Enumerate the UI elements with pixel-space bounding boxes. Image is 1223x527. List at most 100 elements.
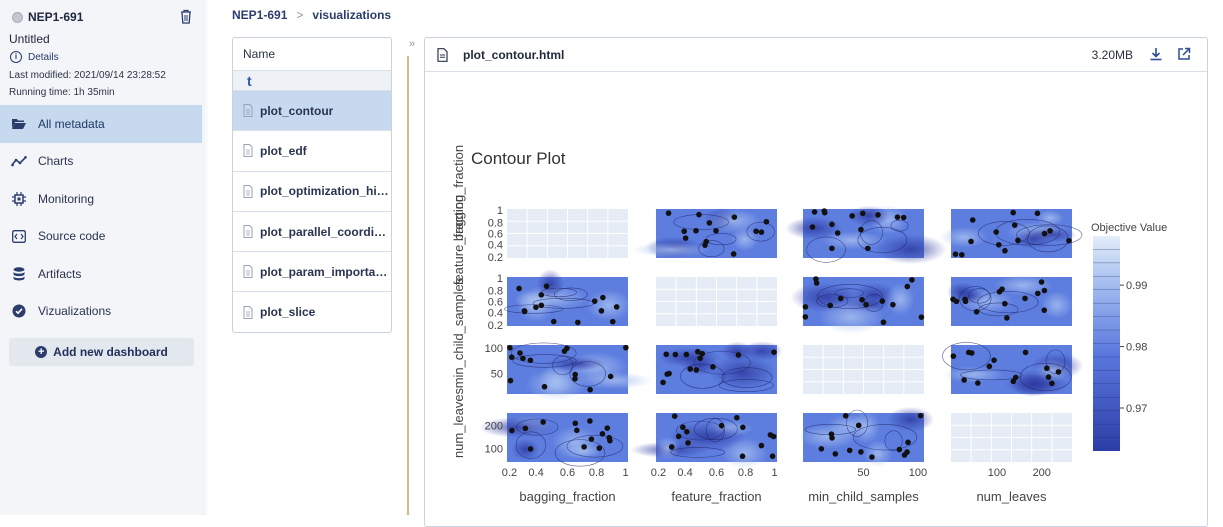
sample-point — [697, 355, 703, 362]
file-name: plot_slice — [260, 305, 316, 320]
sample-point — [832, 451, 839, 457]
contour-region — [863, 440, 893, 468]
sample-point — [995, 241, 1002, 248]
database-icon — [10, 266, 28, 282]
subplot-min_child_samples-vs-min_child_samples — [803, 345, 924, 394]
y-tick-label: 0.2 — [488, 252, 503, 264]
y-tick-label: 1 — [497, 205, 503, 217]
sample-point — [693, 367, 700, 373]
breadcrumb-run[interactable]: NEP1-691 — [232, 8, 288, 22]
file-size: 3.20MB — [1091, 48, 1133, 62]
sidebar-item-source-code[interactable]: Source code — [0, 218, 202, 256]
sample-point — [660, 379, 666, 386]
file-name: plot_parallel_coordinate — [260, 224, 391, 239]
y-axis-label: feature_fraction — [451, 195, 466, 285]
trash-icon[interactable] — [180, 9, 192, 24]
sample-point — [735, 352, 742, 358]
contour-line — [680, 363, 725, 389]
sidebar-item-monitoring[interactable]: Monitoring — [0, 180, 202, 218]
plus-icon: + — [35, 346, 48, 358]
download-icon[interactable] — [1149, 47, 1163, 61]
sample-point — [1041, 230, 1048, 237]
contour-plot[interactable]: Contour Plot10.80.60.40.210.80.60.40.210… — [425, 73, 1207, 513]
contour-line — [515, 431, 547, 459]
y-axis-label: num_leaves — [451, 387, 466, 458]
sample-point — [540, 419, 546, 425]
sidebar-divider — [202, 0, 208, 515]
file-list: Name t plot_contour plot_edf plot_optimi… — [232, 37, 392, 333]
file-item-plot-contour[interactable]: plot_contour — [233, 91, 391, 132]
contour-region — [1036, 209, 1064, 227]
contour-line — [977, 221, 1030, 246]
sample-point — [758, 229, 765, 235]
subplot-feature_fraction-vs-bagging_fraction — [504, 269, 632, 326]
subplot-bagging_fraction-vs-num_leaves — [939, 209, 1083, 258]
sample-point — [1022, 295, 1028, 302]
file-item-plot-slice[interactable]: plot_slice — [233, 292, 391, 332]
subplot-num_leaves-vs-min_child_samples — [797, 406, 935, 468]
sidebar-item-label: Artifacts — [38, 266, 82, 281]
add-dashboard-button[interactable]: + Add new dashboard — [9, 338, 194, 366]
y-tick-label: 50 — [491, 368, 503, 380]
sample-point — [821, 208, 828, 214]
contour-line — [857, 227, 908, 254]
collapse-panel-icon[interactable]: » — [409, 38, 416, 50]
contour-line — [516, 418, 559, 436]
file-name: plot_param_importances — [260, 264, 391, 279]
sample-point — [1066, 237, 1072, 244]
details-label[interactable]: Details — [28, 51, 59, 63]
run-name[interactable]: Untitled — [9, 32, 50, 46]
breadcrumb: NEP1-691 > visualizations — [232, 8, 391, 22]
contour-line — [1016, 224, 1083, 246]
sample-point — [991, 357, 997, 363]
contour-region — [730, 227, 760, 252]
details-link[interactable]: i Details — [10, 51, 59, 63]
sample-point — [507, 377, 514, 384]
sidebar-item-all-metadata[interactable]: All metadata — [0, 105, 202, 143]
sidebar-item-artifacts[interactable]: Artifacts — [0, 255, 202, 293]
sample-point — [918, 314, 925, 320]
preview-panel: plot_contour.html 3.20MB Contour Plot 1 0.… — [424, 37, 1208, 527]
y-tick-label: 0.2 — [488, 320, 503, 332]
sample-point — [827, 302, 834, 309]
sidebar-item-vizualizations[interactable]: Vizualizations — [0, 293, 202, 331]
y-axis-label: bagging_fraction — [451, 145, 466, 241]
y-axis-label: min_child_samples — [451, 277, 466, 388]
sample-point — [763, 218, 770, 225]
sample-point — [672, 351, 679, 358]
contour-region — [818, 300, 885, 335]
sample-point — [681, 228, 687, 235]
sample-point — [1034, 210, 1041, 217]
file-icon — [243, 104, 253, 118]
sample-point — [731, 214, 738, 220]
file-item-plot-edf[interactable]: plot_edf — [233, 131, 391, 172]
sort-up-icon[interactable]: t — [233, 71, 391, 91]
panel-splitter[interactable] — [407, 56, 409, 515]
sample-point — [973, 308, 980, 315]
x-tick-label: 1 — [772, 467, 778, 479]
sidebar-item-charts[interactable]: Charts — [0, 143, 202, 181]
file-item-plot-optimization-history[interactable]: plot_optimization_history — [233, 172, 391, 212]
sample-point — [699, 350, 706, 357]
sample-point — [509, 427, 515, 434]
open-external-icon[interactable] — [1177, 47, 1191, 61]
sample-point — [587, 386, 593, 393]
sample-point — [1011, 222, 1018, 228]
sidebar-item-label: Source code — [38, 229, 106, 244]
sample-point — [952, 251, 959, 257]
sample-point — [533, 304, 539, 311]
y-tick-label: 0.4 — [488, 239, 503, 251]
sample-point — [541, 383, 548, 390]
sample-point — [900, 214, 907, 221]
column-header-name[interactable]: Name — [233, 38, 391, 71]
file-item-plot-param-importances[interactable]: plot_param_importances — [233, 252, 391, 293]
file-item-plot-parallel-coordinate[interactable]: plot_parallel_coordinate — [233, 212, 391, 253]
sample-point — [858, 226, 864, 233]
sample-point — [771, 349, 777, 355]
run-id: NEP1-691 — [28, 10, 84, 24]
sample-point — [538, 292, 545, 298]
sample-point — [859, 210, 866, 217]
subplot-feature_fraction-vs-feature_fraction — [656, 277, 777, 326]
contour-line — [746, 221, 775, 242]
subplot-bagging_fraction-vs-min_child_samples — [785, 204, 947, 265]
